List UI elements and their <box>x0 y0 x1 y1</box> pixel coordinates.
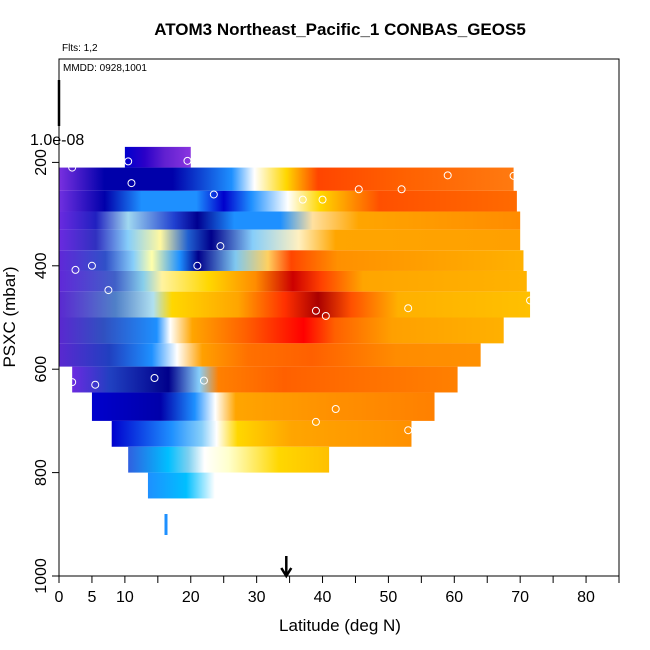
dates-label: MMDD: 0928,1001 <box>63 63 147 74</box>
y-axis-label: PSXC (mbar) <box>0 266 19 367</box>
observation-point <box>193 261 202 270</box>
heatmap-band <box>59 270 527 292</box>
x-tick-label: 70 <box>511 589 529 606</box>
observation-point <box>68 163 77 172</box>
observation-point <box>209 190 218 199</box>
observation-point <box>91 380 100 389</box>
heatmap-band <box>59 229 521 251</box>
observation-point <box>331 405 340 414</box>
heatmap-band <box>59 167 514 191</box>
observation-point <box>124 157 133 166</box>
heatmap-band <box>59 291 531 318</box>
heatmap-band <box>111 420 412 447</box>
y-tick-label: 200 <box>33 149 50 176</box>
flights-label: Flts: 1,2 <box>62 43 98 54</box>
observation-point <box>209 500 218 509</box>
x-axis: 0 5 10 20 30 40 50 60 70 80 <box>55 576 620 606</box>
scale-label: 1.0e-08 <box>30 132 84 149</box>
observation-point <box>150 373 159 382</box>
heatmap-band <box>147 472 244 499</box>
heatmap-band <box>59 190 517 212</box>
observation-point <box>183 156 192 165</box>
x-tick-label: 60 <box>445 589 463 606</box>
observation-point <box>354 185 363 194</box>
observation-point <box>321 311 330 320</box>
x-tick-label: 0 <box>55 589 64 606</box>
heatmap-band <box>59 343 481 367</box>
observation-point <box>71 265 80 274</box>
observation-point <box>68 378 77 387</box>
x-tick-label: 20 <box>182 589 200 606</box>
heatmap-bands <box>59 146 531 499</box>
heatmap-band <box>59 250 524 271</box>
x-axis-label: Latitude (deg N) <box>279 616 401 635</box>
x-tick-label: 30 <box>248 589 266 606</box>
observation-point <box>298 195 307 204</box>
observation-point <box>216 242 225 251</box>
observation-point <box>311 306 320 315</box>
observation-point <box>404 426 413 435</box>
heatmap-band <box>72 366 458 393</box>
mean-latitude-marker <box>280 556 293 579</box>
heatmap-band <box>128 446 330 473</box>
y-tick-label: 600 <box>33 356 50 383</box>
y-tick-label: 400 <box>33 252 50 279</box>
plot-frame <box>58 58 620 577</box>
observation-point <box>160 499 169 508</box>
chart-title: ATOM3 Northeast_Pacific_1 CONBAS_GEOS5 <box>154 20 526 39</box>
observation-point <box>199 376 208 385</box>
observation-points <box>68 156 535 509</box>
observation-point <box>311 417 320 426</box>
observation-point <box>397 185 406 194</box>
heatmap-band <box>59 317 504 344</box>
heatmap-band <box>59 211 521 230</box>
observation-point <box>404 304 413 313</box>
x-tick-label: 10 <box>116 589 134 606</box>
observation-point <box>318 195 327 204</box>
heatmap-band <box>124 146 191 168</box>
observation-point <box>509 171 518 180</box>
heatmap-band <box>91 392 435 421</box>
y-axis: 200 400 600 800 1000 <box>33 149 59 594</box>
y-tick-label: 800 <box>33 459 50 486</box>
x-tick-label: 5 <box>87 589 96 606</box>
observation-point <box>87 261 96 270</box>
y-tick-label: 1000 <box>33 558 50 594</box>
observation-point <box>104 286 113 295</box>
observation-point <box>526 296 535 305</box>
x-tick-label: 40 <box>314 589 332 606</box>
x-tick-label: 50 <box>380 589 398 606</box>
observation-point <box>127 179 136 188</box>
observation-point <box>443 171 452 180</box>
x-tick-label: 80 <box>577 589 595 606</box>
